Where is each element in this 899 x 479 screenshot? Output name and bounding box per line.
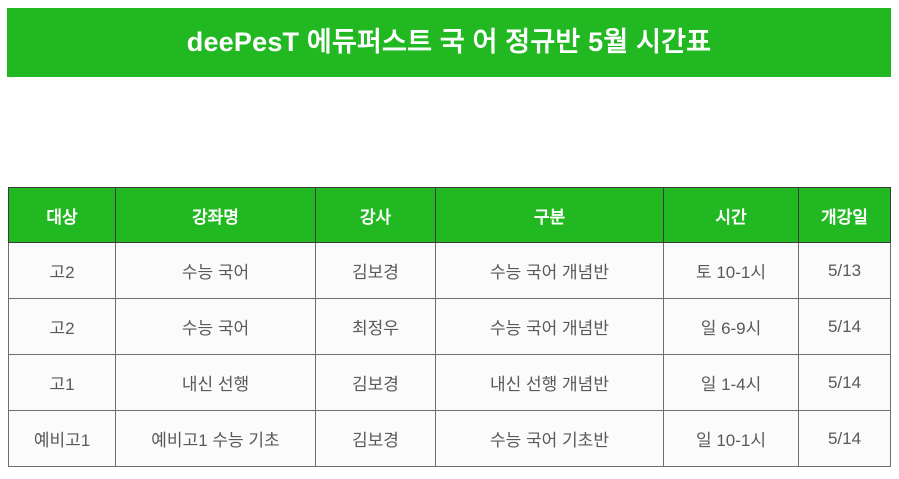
cell-course: 예비고1 수능 기초 <box>115 410 316 467</box>
page-title: deePesT 에듀퍼스트 국 어 정규반 5월 시간표 <box>186 27 712 57</box>
schedule-table-container: 대상 강좌명 강사 구분 시간 개강일 고2 수능 국어 김보경 수능 국어 개… <box>8 187 891 467</box>
column-header-course: 강좌명 <box>115 187 316 243</box>
cell-type: 수능 국어 기초반 <box>435 410 664 467</box>
cell-start: 5/14 <box>798 410 891 467</box>
cell-target: 고2 <box>8 242 116 299</box>
table-row: 예비고1 예비고1 수능 기초 김보경 수능 국어 기초반 일 10-1시 5/… <box>8 410 891 467</box>
table-row: 고1 내신 선행 김보경 내신 선행 개념반 일 1-4시 5/14 <box>8 354 891 411</box>
column-header-teacher: 강사 <box>315 187 436 243</box>
cell-time: 일 10-1시 <box>663 410 799 467</box>
cell-type: 수능 국어 개념반 <box>435 242 664 299</box>
cell-teacher: 김보경 <box>315 242 436 299</box>
schedule-table: 대상 강좌명 강사 구분 시간 개강일 고2 수능 국어 김보경 수능 국어 개… <box>8 187 891 467</box>
cell-course: 수능 국어 <box>115 298 316 355</box>
cell-time: 일 1-4시 <box>663 354 799 411</box>
cell-start: 5/14 <box>798 298 891 355</box>
column-header-target: 대상 <box>8 187 116 243</box>
cell-target: 예비고1 <box>8 410 116 467</box>
cell-teacher: 김보경 <box>315 410 436 467</box>
cell-start: 5/14 <box>798 354 891 411</box>
table-row: 고2 수능 국어 최정우 수능 국어 개념반 일 6-9시 5/14 <box>8 298 891 355</box>
table-body: 고2 수능 국어 김보경 수능 국어 개념반 토 10-1시 5/13 고2 수… <box>8 242 891 467</box>
cell-course: 내신 선행 <box>115 354 316 411</box>
page-banner: deePesT 에듀퍼스트 국 어 정규반 5월 시간표 <box>7 8 891 77</box>
cell-type: 수능 국어 개념반 <box>435 298 664 355</box>
column-header-start: 개강일 <box>798 187 891 243</box>
table-header-row: 대상 강좌명 강사 구분 시간 개강일 <box>8 187 891 243</box>
table-header: 대상 강좌명 강사 구분 시간 개강일 <box>8 187 891 243</box>
cell-teacher: 김보경 <box>315 354 436 411</box>
cell-teacher: 최정우 <box>315 298 436 355</box>
cell-time: 일 6-9시 <box>663 298 799 355</box>
cell-target: 고1 <box>8 354 116 411</box>
cell-type: 내신 선행 개념반 <box>435 354 664 411</box>
column-header-time: 시간 <box>663 187 799 243</box>
cell-time: 토 10-1시 <box>663 242 799 299</box>
cell-start: 5/13 <box>798 242 891 299</box>
cell-target: 고2 <box>8 298 116 355</box>
table-row: 고2 수능 국어 김보경 수능 국어 개념반 토 10-1시 5/13 <box>8 242 891 299</box>
cell-course: 수능 국어 <box>115 242 316 299</box>
column-header-type: 구분 <box>435 187 664 243</box>
